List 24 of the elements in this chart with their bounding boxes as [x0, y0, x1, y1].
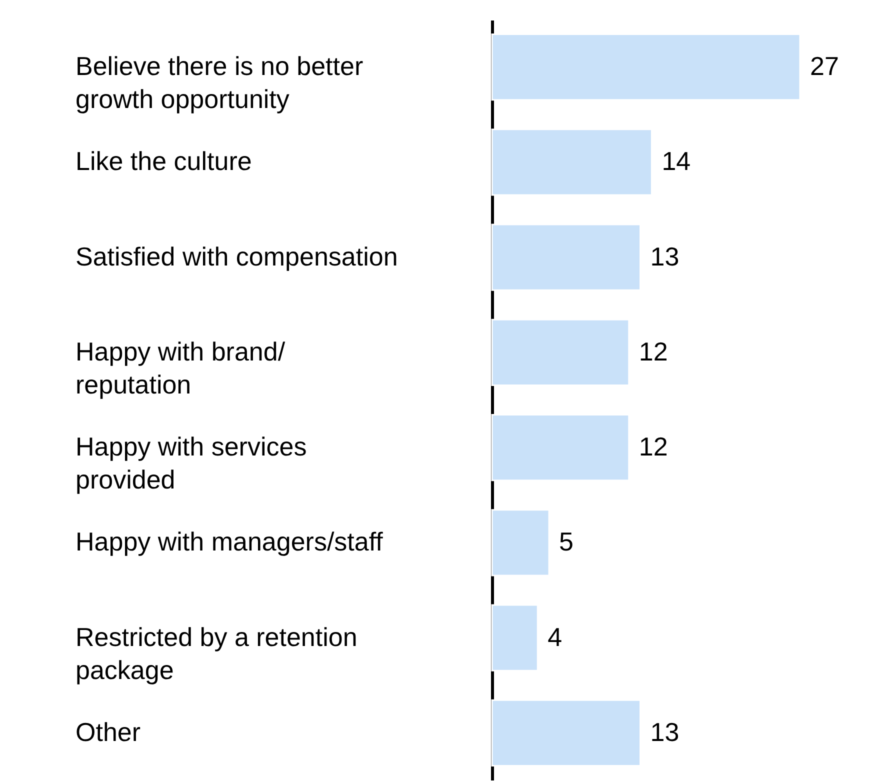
data-label: 5 [559, 526, 574, 557]
y-tick-label: Believe there is no better growth opportunity [76, 51, 364, 114]
data-label: 12 [638, 432, 668, 462]
y-tick-label: Restricted by a retention package [76, 622, 358, 685]
data-label: 13 [650, 716, 680, 747]
bar [491, 414, 630, 482]
bar [491, 699, 642, 766]
bar [491, 224, 642, 291]
data-label: 14 [662, 146, 691, 176]
y-tick-label: Other [76, 716, 141, 747]
y-tick-label: Happy with brand/ reputation [76, 336, 286, 400]
bar [491, 509, 550, 576]
y-tick-label: Happy with services provided [76, 432, 307, 495]
data-label: 13 [650, 241, 680, 272]
bar [491, 34, 801, 101]
data-label: 12 [638, 336, 668, 366]
bar [491, 128, 652, 196]
bar [491, 318, 630, 386]
data-label: 4 [548, 622, 562, 652]
bar [491, 604, 538, 672]
data-label: 27 [810, 51, 839, 82]
y-tick-label: Happy with managers/staff [76, 526, 384, 557]
y-tick-label: Satisfied with compensation [76, 241, 398, 272]
y-tick-label: Like the culture [76, 146, 252, 176]
